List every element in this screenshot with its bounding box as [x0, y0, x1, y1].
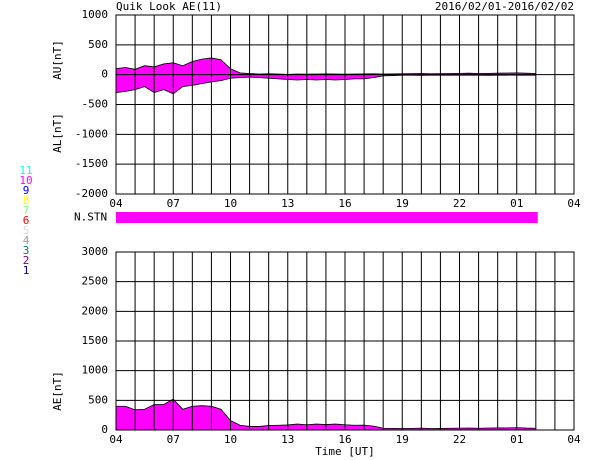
- x-tick-label: 04: [109, 433, 123, 446]
- y-tick-label: 1000: [82, 364, 109, 377]
- plot-frame: [115, 251, 575, 431]
- x-tick-label: 04: [567, 197, 581, 210]
- x-tick-label: 04: [567, 433, 581, 446]
- y-tick-label: -1000: [75, 127, 108, 140]
- y-tick-label: 3000: [82, 245, 109, 258]
- station-legend: 6: [23, 214, 30, 227]
- y-tick-label: -1500: [75, 157, 108, 170]
- y-tick-label: -2000: [75, 187, 108, 200]
- x-axis-label: Time [UT]: [315, 445, 375, 458]
- y-tick-label: -500: [82, 98, 109, 111]
- station-legend: 3: [23, 244, 30, 257]
- x-tick-label: 01: [510, 433, 523, 446]
- y-tick-label: 1500: [82, 334, 109, 347]
- x-tick-label: 19: [396, 433, 409, 446]
- area: [116, 74, 536, 94]
- x-tick-label: 04: [109, 197, 123, 210]
- y-tick-label: 1000: [82, 8, 109, 21]
- x-tick-label: 22: [453, 433, 466, 446]
- x-tick-label: 07: [167, 197, 180, 210]
- x-tick-label: 16: [338, 433, 351, 446]
- station-legend: 7: [23, 204, 30, 217]
- station-legend: 11: [19, 164, 32, 177]
- station-legend: 9: [23, 184, 30, 197]
- x-tick-label: 16: [338, 197, 351, 210]
- area: [116, 399, 536, 430]
- x-tick-label: 13: [281, 433, 294, 446]
- station-count: [116, 212, 538, 223]
- station-legend: 4: [23, 234, 30, 247]
- x-tick-label: 13: [281, 197, 294, 210]
- x-tick-label: 10: [224, 197, 237, 210]
- y-axis-label: AL[nT]: [51, 113, 64, 153]
- station-legend: 10: [19, 174, 32, 187]
- y-axis-label: AE[nT]: [51, 371, 64, 411]
- y-axis-label: AU[nT]: [51, 40, 64, 80]
- y-tick-label: 0: [101, 68, 108, 81]
- station-legend: 5: [23, 224, 30, 237]
- station-legend: 8: [23, 194, 30, 207]
- y-tick-label: 2000: [82, 304, 109, 317]
- plot-frame: [115, 14, 575, 195]
- y-tick-label: 0: [101, 423, 108, 436]
- area: [116, 57, 536, 75]
- y-tick-label: 2500: [82, 275, 109, 288]
- x-tick-label: 19: [396, 197, 409, 210]
- y-tick-label: 500: [88, 393, 108, 406]
- station-legend: 1: [23, 264, 30, 277]
- x-tick-label: 07: [167, 433, 180, 446]
- x-tick-label: 01: [510, 197, 523, 210]
- chart-title: Quik Look AE(11): [116, 0, 222, 13]
- x-tick-label: 22: [453, 197, 466, 210]
- x-tick-label: 10: [224, 433, 237, 446]
- y-axis-label: N.STN: [74, 211, 107, 224]
- y-tick-label: 500: [88, 38, 108, 51]
- station-legend: 2: [23, 254, 30, 267]
- date-range: 2016/02/01-2016/02/02: [435, 0, 574, 13]
